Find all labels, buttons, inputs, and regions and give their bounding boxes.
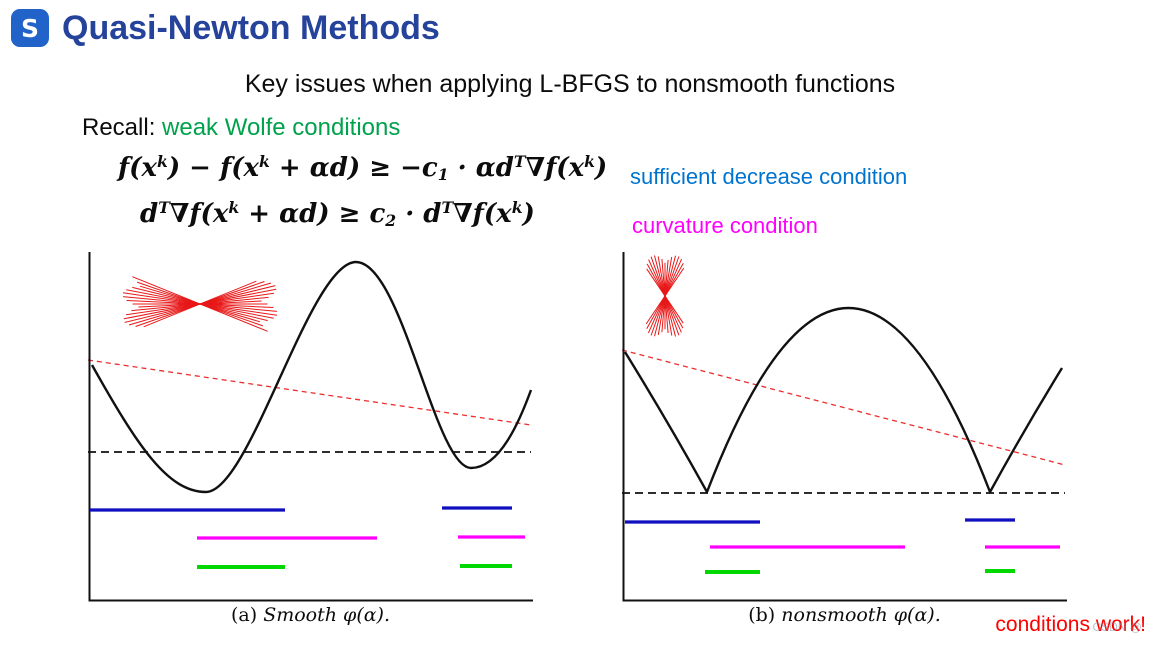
weak-wolfe-highlight: weak Wolfe conditions [162, 114, 401, 141]
axes [622, 252, 1067, 602]
slide-header: S Quasi-Newton Methods [10, 8, 440, 48]
math-token: f(x [118, 153, 157, 183]
formula-curvature: dT∇f(xk + αd) ≥ c2 · dT∇f(xk) [140, 198, 535, 230]
watermark: CSDN @ [1092, 620, 1142, 634]
red-ray-fan-icon [122, 276, 278, 332]
math-token: ∇f(x [169, 199, 229, 229]
math-token: ∇f(x [525, 153, 585, 183]
math-token: 2 [385, 211, 397, 230]
stacked-s-logo-icon: S [11, 9, 49, 47]
math-token: k [511, 198, 523, 217]
math-token: 1 [437, 165, 449, 184]
figure-b-caption: (b) nonsmooth φ(α). [622, 604, 1067, 626]
sufficient-decrease-line [88, 359, 532, 426]
figure-a-caption: (a) Smooth φ(α). [88, 604, 533, 626]
math-token: k [228, 198, 240, 217]
caption-text: Smooth φ(α). [263, 604, 391, 626]
figure-nonsmooth-plot [622, 252, 1067, 602]
math-token: + αd) ≥ c [239, 199, 386, 229]
math-token: T [513, 152, 526, 171]
math-token: k [157, 152, 168, 171]
math-token: · αd [448, 153, 514, 183]
svg-text:S: S [21, 14, 39, 43]
sufficient-decrease-label: sufficient decrease condition [630, 164, 908, 189]
math-token: ) [594, 153, 608, 183]
caption-text: nonsmooth φ(α). [781, 604, 941, 626]
math-token: T [441, 198, 454, 217]
subtitle: Key issues when applying L-BFGS to nonsm… [244, 70, 896, 98]
figure-smooth-plot [88, 252, 533, 602]
caption-label: (b) [748, 604, 776, 626]
math-token: k [259, 152, 270, 171]
math-token: + αd) ≥ −c [269, 153, 438, 183]
conditions-work-note: conditions work! [995, 613, 1146, 636]
formula-sufficient-decrease: f(xk) − f(xk + αd) ≥ −c1 · αdT∇f(xk) [118, 152, 607, 184]
phi-curve-smooth [90, 260, 533, 494]
curvature-label: curvature condition [632, 213, 818, 238]
red-ray-fan-icon [645, 255, 685, 337]
math-token: ) − f(x [167, 153, 259, 183]
math-token: T [158, 198, 170, 217]
axes [88, 252, 533, 602]
math-token: k [584, 152, 595, 171]
math-token: · d [396, 199, 442, 229]
phi-curve-nonsmooth [623, 307, 1064, 494]
math-token: d [140, 199, 159, 229]
caption-label: (a) [230, 604, 258, 626]
slide-title: Quasi-Newton Methods [62, 8, 440, 47]
sufficient-decrease-line [622, 349, 1066, 466]
recall-line: Recall: weak Wolfe conditions [82, 114, 400, 142]
math-token: ∇f(x [453, 199, 512, 229]
recall-prefix: Recall: [82, 114, 163, 141]
math-token: ) [522, 199, 535, 229]
